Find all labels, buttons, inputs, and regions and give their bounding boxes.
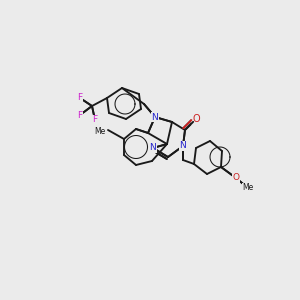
Text: F: F (77, 110, 83, 119)
Text: F: F (92, 116, 98, 124)
Text: N: N (180, 142, 186, 151)
Text: N: N (150, 143, 156, 152)
Text: N: N (152, 112, 158, 122)
Text: O: O (232, 173, 239, 182)
Text: Me: Me (242, 184, 253, 193)
Text: Me: Me (94, 128, 106, 136)
Text: F: F (77, 94, 83, 103)
Text: O: O (192, 114, 200, 124)
